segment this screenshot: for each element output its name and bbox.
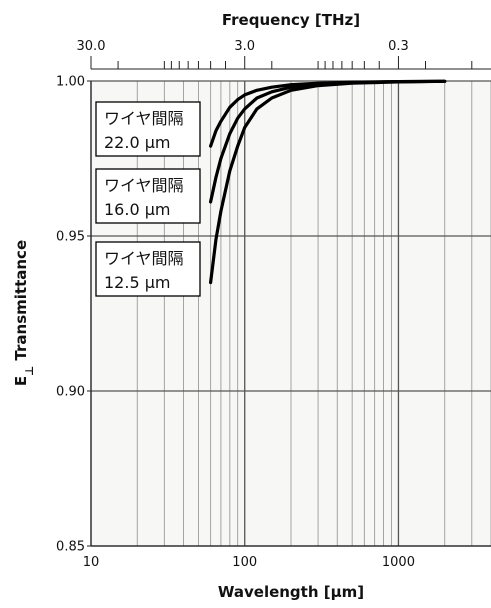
series-label-2: ワイヤ間隔 16.0 µm — [96, 169, 200, 223]
top-tick-label: 0.3 — [388, 39, 409, 54]
y-axis-title-main: E — [12, 376, 30, 386]
top-axis-title: Frequency [THz] — [222, 11, 360, 29]
y-axis-title: E⊥ Transmittance — [12, 240, 36, 386]
y-tick-label: 1.00 — [56, 75, 85, 90]
y-tick-label: 0.90 — [56, 385, 85, 400]
top-tick-label: 30.0 — [77, 39, 106, 54]
series-label-3: ワイヤ間隔 12.5 µm — [96, 242, 200, 296]
y-axis-title-subscript: ⊥ — [23, 366, 36, 376]
series-label-line1: ワイヤ間隔 — [104, 249, 184, 268]
y-tick-label: 0.95 — [56, 230, 85, 245]
series-label-line2: 16.0 µm — [104, 200, 170, 219]
x-tick-label: 100 — [232, 555, 257, 570]
series-label-line2: 22.0 µm — [104, 133, 170, 152]
y-tick-label: 0.85 — [56, 540, 85, 555]
series-label-line2: 12.5 µm — [104, 273, 170, 292]
top-tick-label: 3.0 — [234, 39, 255, 54]
series-label-line1: ワイヤ間隔 — [104, 176, 184, 195]
x-tick-label: 10 — [83, 555, 100, 570]
series-label-1: ワイヤ間隔 22.0 µm — [96, 102, 200, 156]
y-axis-title-rest: Transmittance — [12, 240, 30, 366]
x-tick-label: 1000 — [382, 555, 415, 570]
series-label-line1: ワイヤ間隔 — [104, 109, 184, 128]
x-axis-title: Wavelength [µm] — [218, 583, 364, 601]
